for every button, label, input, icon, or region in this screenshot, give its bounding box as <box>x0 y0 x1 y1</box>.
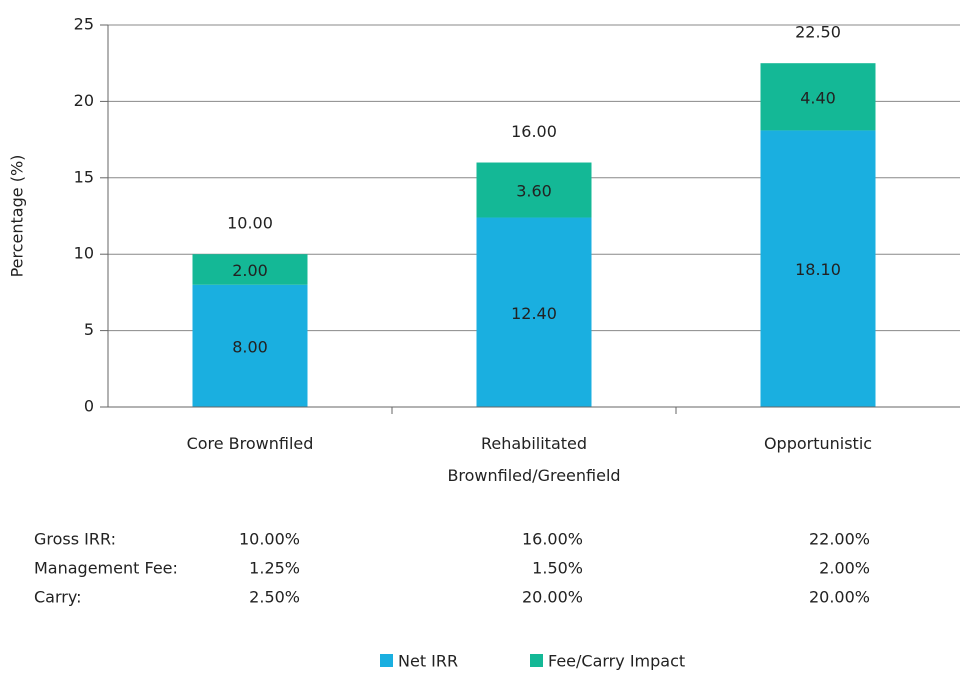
total-label: 16.00 <box>511 122 557 141</box>
table-cell: 2.00% <box>819 559 870 578</box>
bar-segment <box>760 63 876 131</box>
total-label: 10.00 <box>227 214 273 233</box>
bar-segment <box>760 130 876 407</box>
legend-swatch <box>380 654 393 667</box>
total-label: 22.50 <box>795 23 841 42</box>
bar-segment <box>192 284 308 407</box>
table-cell: 20.00% <box>522 588 583 607</box>
value-label: 18.10 <box>795 260 841 279</box>
value-label: 2.00 <box>232 261 268 280</box>
x-tick-label: Opportunistic <box>763 434 873 453</box>
value-label: 3.60 <box>516 182 552 201</box>
table-cell: 22.00% <box>809 530 870 549</box>
bar-segment <box>476 217 592 407</box>
table-cell: 16.00% <box>522 530 583 549</box>
y-axis-label: Percentage (%) <box>8 155 27 278</box>
value-label: 4.40 <box>800 88 836 107</box>
table-cell: 20.00% <box>809 588 870 607</box>
legend-label: Fee/Carry Impact <box>548 652 685 671</box>
x-tick-label: Core Brownfiled <box>186 434 314 453</box>
y-tick-label: 20 <box>74 91 94 110</box>
y-tick-label: 0 <box>84 397 94 416</box>
value-label: 12.40 <box>511 304 557 323</box>
x-tick-label: Rehabilitated Brownfiled/Greenfield <box>447 434 621 485</box>
table-cell: 1.50% <box>532 559 583 578</box>
bar-segment <box>476 162 592 218</box>
table-row-label: Carry: <box>34 588 82 607</box>
y-tick-label: 25 <box>74 15 94 34</box>
table-cell: 10.00% <box>239 530 300 549</box>
table-cell: 1.25% <box>249 559 300 578</box>
y-tick-label: 5 <box>84 320 94 339</box>
table-row-label: Management Fee: <box>34 559 178 578</box>
value-label: 8.00 <box>232 337 268 356</box>
table-row-label: Gross IRR: <box>34 530 116 549</box>
y-tick-label: 15 <box>74 167 94 186</box>
bar-segment <box>192 254 308 285</box>
legend-swatch <box>530 654 543 667</box>
legend-label: Net IRR <box>398 652 458 671</box>
table-cell: 2.50% <box>249 588 300 607</box>
y-tick-label: 10 <box>74 244 94 263</box>
